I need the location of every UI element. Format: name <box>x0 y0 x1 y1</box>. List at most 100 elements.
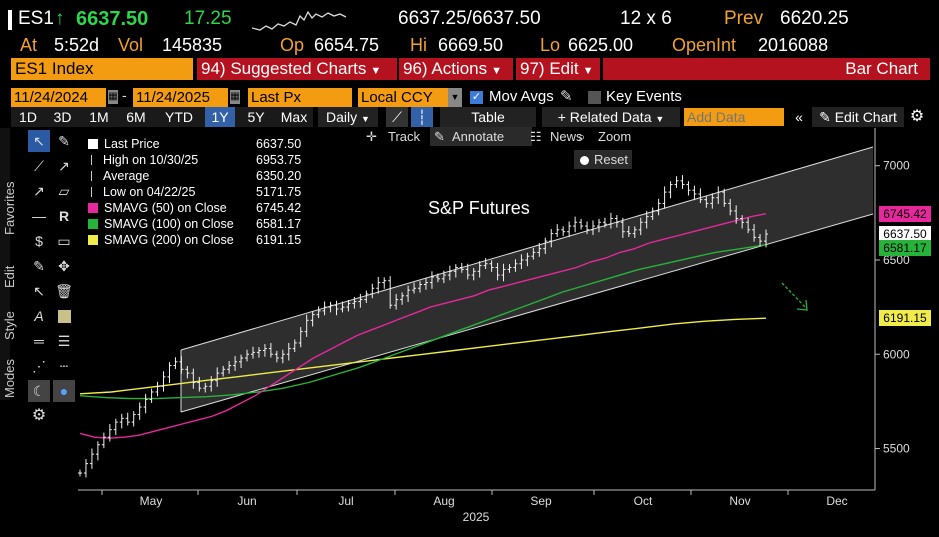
field-select[interactable]: Last Px <box>248 88 352 107</box>
font-icon[interactable]: A <box>34 308 44 324</box>
chevron-down-icon[interactable]: ▼ <box>448 88 462 107</box>
y-tick-label: 7000 <box>883 159 910 173</box>
x-tick-label: Nov <box>729 494 750 508</box>
gear-icon[interactable]: ⚙ <box>909 108 925 125</box>
security-field[interactable]: ES1 Index <box>11 58 193 80</box>
prev-label: Prev <box>724 8 764 29</box>
pen-icon[interactable]: ✎ <box>560 88 573 105</box>
line-chart-icon[interactable]: ⟋ <box>386 107 408 127</box>
add-data-input[interactable] <box>684 108 784 126</box>
quote-time: 5:52d <box>54 35 100 55</box>
text-icon[interactable]: R <box>58 208 70 224</box>
horizontal-line-icon[interactable]: — <box>32 208 46 224</box>
legend-swatch <box>88 235 98 245</box>
fill-color-icon[interactable] <box>53 305 75 327</box>
net-change: 17.25 <box>184 8 232 29</box>
ticker: ES1 <box>18 8 54 29</box>
mov-avgs-checkbox[interactable]: ✓ <box>470 91 483 104</box>
axis-price-label: 6745.42 <box>879 205 931 222</box>
suggested-charts-menu[interactable]: 94) Suggested Charts ▼ <box>197 58 397 80</box>
edit-chart-button[interactable]: ✎ Edit Chart <box>812 107 904 127</box>
calendar-icon[interactable]: ▦ <box>108 90 118 104</box>
legend-marker <box>91 155 97 165</box>
frequency-select[interactable]: Daily ▼ <box>318 107 378 127</box>
gear-icon[interactable]: ⚙ <box>31 407 47 424</box>
suggested-num: 94) <box>201 59 226 78</box>
period-1d[interactable]: 1D <box>19 109 37 125</box>
period-max[interactable]: Max <box>280 109 308 125</box>
arrow-line-icon[interactable]: ↗ <box>33 183 45 199</box>
actions-menu[interactable]: 96) Actions ▼ <box>399 58 513 80</box>
axis-price-label: 6581.17 <box>879 239 931 256</box>
legend-item: Last Price <box>88 137 160 151</box>
bar-chart-icon[interactable]: ┆ <box>411 107 433 127</box>
edit-menu[interactable]: 97) Edit ▼ <box>516 58 600 80</box>
track-button[interactable]: Track <box>388 129 421 144</box>
color-mode-icon[interactable]: ● <box>53 380 75 402</box>
period-ytd[interactable]: YTD <box>165 109 193 125</box>
period-bar <box>11 107 313 127</box>
pointer-icon[interactable]: ↖ <box>28 130 50 152</box>
open-interest: 2016088 <box>758 35 829 55</box>
dotted-icon[interactable]: ┄ <box>59 358 69 374</box>
period-5y[interactable]: 5Y <box>247 109 265 125</box>
forecast-arrow-icon <box>781 282 807 309</box>
period-6m[interactable]: 6M <box>126 109 146 125</box>
axis-price-label: 6191.15 <box>879 310 931 327</box>
start-date-input[interactable]: 11/24/2024 <box>11 88 106 107</box>
crosshair-mode-icon[interactable]: ☾ <box>28 380 50 402</box>
y-tick-label: 6000 <box>883 347 910 361</box>
ray-icon[interactable]: ↗ <box>58 158 70 174</box>
legend-label: Average <box>103 169 150 183</box>
table-label: Table <box>471 109 505 125</box>
rectangle-icon[interactable]: ▭ <box>57 233 71 249</box>
actions-num: 96) <box>403 59 428 78</box>
sma50-line <box>79 213 767 439</box>
channel-upper-line <box>180 146 874 351</box>
period-3d[interactable]: 3D <box>53 109 72 125</box>
key-events-checkbox[interactable] <box>588 91 601 104</box>
zoom-button[interactable]: Zoom <box>598 129 632 144</box>
annotate-button[interactable]: Annotate <box>452 129 505 144</box>
trash-icon[interactable]: 🗑 <box>55 283 73 299</box>
period-1y[interactable]: 1Y <box>205 107 235 127</box>
line-weight-icon[interactable]: ☰ <box>57 333 71 349</box>
pen-icon: ✎ <box>819 109 831 125</box>
legend-panel <box>84 136 308 252</box>
reset-button[interactable]: Reset <box>574 150 632 169</box>
trend-channel <box>181 147 873 412</box>
open-price: 6654.75 <box>314 35 380 55</box>
calendar-icon[interactable]: ▦ <box>230 90 240 104</box>
plus-icon: + <box>557 109 566 125</box>
legend-label: Low on 04/22/25 <box>103 185 196 199</box>
table-button[interactable]: Table <box>440 107 536 127</box>
news-button[interactable]: News <box>550 129 583 144</box>
edit-num: 97) <box>520 59 545 78</box>
channel-icon[interactable]: ▱ <box>58 183 70 199</box>
trendline-icon[interactable]: ⟋ <box>34 158 44 174</box>
legend-swatch <box>88 219 98 229</box>
draw-icon[interactable]: ✎ <box>58 133 70 149</box>
end-date-input[interactable]: 11/24/2025 <box>133 88 228 107</box>
dash-icon[interactable]: ⋰ <box>32 358 46 374</box>
side-tab-strip <box>0 128 10 400</box>
line-style-icon[interactable]: ═ <box>34 333 44 349</box>
up-arrow-icon: ↑ <box>55 8 65 29</box>
key-events-label: Key Events <box>606 88 682 105</box>
currency-select[interactable]: Local CCY <box>358 88 448 107</box>
year-label: 2025 <box>463 510 490 524</box>
related-data-button[interactable]: + Related Data ▼ <box>542 107 680 127</box>
bid-ask-size: 12 x 6 <box>620 8 672 29</box>
pen-icon[interactable]: ✎ <box>33 258 45 274</box>
period-1m[interactable]: 1M <box>89 109 109 125</box>
move-icon[interactable]: ✥ <box>58 258 70 274</box>
zoom-icon: ⌕ <box>578 129 586 144</box>
prev-close: 6620.25 <box>780 8 849 29</box>
edit-label: Edit <box>549 59 579 78</box>
select-icon[interactable]: ↖ <box>33 283 45 299</box>
price-marker-icon[interactable]: $ <box>35 233 43 249</box>
channel-lower-line <box>180 213 874 413</box>
sma200-line <box>79 317 767 395</box>
collapse-icon[interactable]: « <box>795 109 803 125</box>
